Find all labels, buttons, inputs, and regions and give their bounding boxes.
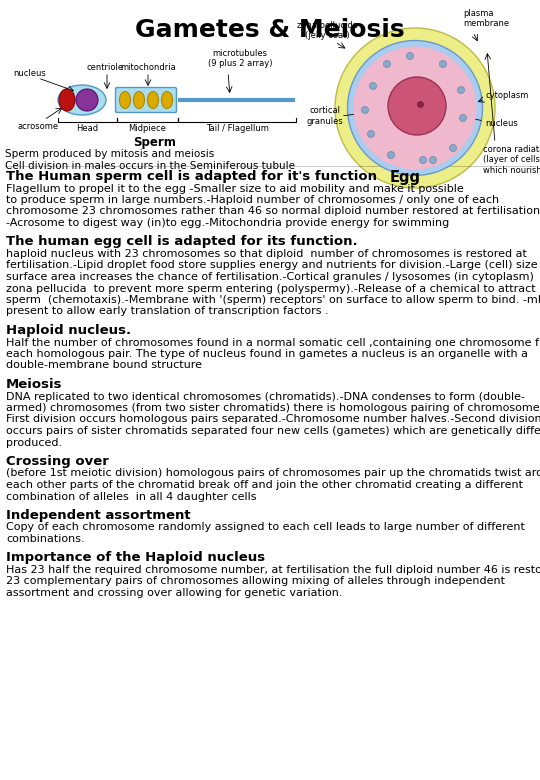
Ellipse shape xyxy=(58,85,106,115)
Text: Haploid nucleus.: Haploid nucleus. xyxy=(6,324,131,337)
Ellipse shape xyxy=(368,130,375,137)
Ellipse shape xyxy=(133,91,145,108)
Text: nucleus: nucleus xyxy=(14,69,46,78)
Text: Gametes & Meiosis: Gametes & Meiosis xyxy=(135,18,405,42)
Ellipse shape xyxy=(354,47,476,169)
Text: nucleus: nucleus xyxy=(485,119,518,127)
Ellipse shape xyxy=(335,28,495,188)
Text: double-membrane bound structure: double-membrane bound structure xyxy=(6,360,202,370)
Ellipse shape xyxy=(161,91,172,108)
Text: Head: Head xyxy=(77,124,99,133)
Text: Egg: Egg xyxy=(390,170,421,185)
Text: cytoplasm: cytoplasm xyxy=(485,91,528,101)
Text: surface area increases the chance of fertilisation.-Cortical granules / lysosome: surface area increases the chance of fer… xyxy=(6,272,540,282)
Text: Midpiece: Midpiece xyxy=(129,124,166,133)
Text: armed) chromosomes (from two sister chromatids) there is homologous pairing of c: armed) chromosomes (from two sister chro… xyxy=(6,403,540,413)
Ellipse shape xyxy=(388,77,446,135)
Text: Half the number of chromosomes found in a normal somatic cell ,containing one ch: Half the number of chromosomes found in … xyxy=(6,338,540,348)
Ellipse shape xyxy=(361,107,368,114)
Ellipse shape xyxy=(407,52,414,59)
Ellipse shape xyxy=(460,115,467,122)
Text: present to allow early translation of transcription factors .: present to allow early translation of tr… xyxy=(6,307,329,317)
Text: to produce sperm in large numbers.-Haploid number of chromosomes / only one of e: to produce sperm in large numbers.-Haplo… xyxy=(6,195,499,205)
Text: DNA replicated to two identical chromosomes (chromatids).-DNA condenses to form : DNA replicated to two identical chromoso… xyxy=(6,392,525,402)
Text: Egg: Egg xyxy=(389,149,411,162)
Text: each homologous pair. The type of nucleus found in gametes a nucleus is an organ: each homologous pair. The type of nucleu… xyxy=(6,349,528,359)
Ellipse shape xyxy=(440,61,447,68)
Ellipse shape xyxy=(429,157,436,164)
Text: occurs pairs of sister chromatids separated four new cells (gametes) which are g: occurs pairs of sister chromatids separa… xyxy=(6,426,540,436)
Text: (before 1st meiotic division) homologous pairs of chromosomes pair up the chroma: (before 1st meiotic division) homologous… xyxy=(6,469,540,478)
Text: zona pellucida
(jelly coat): zona pellucida (jelly coat) xyxy=(296,20,357,40)
Ellipse shape xyxy=(457,87,464,94)
Ellipse shape xyxy=(348,41,483,176)
Text: each other parts of the chromatid break off and join the other chromatid creatin: each other parts of the chromatid break … xyxy=(6,480,523,490)
Text: centriole: centriole xyxy=(86,63,124,72)
Text: microtubules
(9 plus 2 array): microtubules (9 plus 2 array) xyxy=(208,48,272,68)
Text: Sperm produced by mitosis and meiosis: Sperm produced by mitosis and meiosis xyxy=(5,149,214,159)
Text: Flagellum to propel it to the egg -Smaller size to aid mobility and make it poss: Flagellum to propel it to the egg -Small… xyxy=(6,183,464,193)
Text: sperm  (chemotaxis).-Membrane with '(sperm) receptors' on surface to allow sperm: sperm (chemotaxis).-Membrane with '(sper… xyxy=(6,295,540,305)
Text: zona pellucida  to prevent more sperm entering (polyspermy).-Release of a chemic: zona pellucida to prevent more sperm ent… xyxy=(6,283,536,293)
Text: Crossing over: Crossing over xyxy=(6,455,109,468)
Text: fertilisation.-Lipid droplet food store supplies energy and nutrients for divisi: fertilisation.-Lipid droplet food store … xyxy=(6,261,540,271)
Text: The Human sperm cell is adapted for it's function: The Human sperm cell is adapted for it's… xyxy=(6,170,377,183)
Text: combination of alleles  in all 4 daughter cells: combination of alleles in all 4 daughter… xyxy=(6,491,256,502)
Text: 23 complementary pairs of chromosomes allowing mixing of alleles through indepen: 23 complementary pairs of chromosomes al… xyxy=(6,576,505,587)
Text: Tail / Flagellum: Tail / Flagellum xyxy=(206,124,268,133)
Text: acrosome: acrosome xyxy=(17,122,58,131)
Text: combinations.: combinations. xyxy=(6,534,85,544)
Text: Independent assortment: Independent assortment xyxy=(6,509,191,522)
Text: Cell division in males occurs in the Seminiferous tubule: Cell division in males occurs in the Sem… xyxy=(5,161,295,171)
Ellipse shape xyxy=(388,151,395,158)
Ellipse shape xyxy=(147,91,159,108)
Text: produced.: produced. xyxy=(6,438,62,448)
Text: The human egg cell is adapted for its function.: The human egg cell is adapted for its fu… xyxy=(6,236,357,249)
Text: mitochondria: mitochondria xyxy=(120,63,176,72)
Ellipse shape xyxy=(76,89,98,111)
FancyBboxPatch shape xyxy=(116,87,177,112)
Ellipse shape xyxy=(449,144,456,151)
Text: Copy of each chromosome randomly assigned to each cell leads to large number of : Copy of each chromosome randomly assigne… xyxy=(6,523,525,533)
Ellipse shape xyxy=(369,83,376,90)
Text: assortment and crossing over allowing for genetic variation.: assortment and crossing over allowing fo… xyxy=(6,588,342,598)
Text: cortical
granules: cortical granules xyxy=(307,106,343,126)
Text: chromosome 23 chromosomes rather than 46 so normal diploid number restored at fe: chromosome 23 chromosomes rather than 46… xyxy=(6,207,540,217)
Text: Importance of the Haploid nucleus: Importance of the Haploid nucleus xyxy=(6,551,265,565)
Text: Meiosis: Meiosis xyxy=(6,378,63,391)
Ellipse shape xyxy=(119,91,131,108)
Text: First division occurs homologous pairs separated.-Chromosome number halves.-Seco: First division occurs homologous pairs s… xyxy=(6,414,540,424)
Ellipse shape xyxy=(420,157,427,164)
Ellipse shape xyxy=(59,89,75,111)
Text: Sperm: Sperm xyxy=(133,136,177,149)
Text: haploid nucleus with 23 chromosomes so that diploid  number of chromosomes is re: haploid nucleus with 23 chromosomes so t… xyxy=(6,249,527,259)
Text: -Acrosome to digest way (in)to egg.-Mitochondria provide energy for swimming: -Acrosome to digest way (in)to egg.-Mito… xyxy=(6,218,449,228)
Text: corona radiata
(layer of cells
which nourish egg): corona radiata (layer of cells which nou… xyxy=(483,145,540,175)
Ellipse shape xyxy=(383,61,390,68)
Text: Has 23 half the required chromosome number, at fertilisation the full diploid nu: Has 23 half the required chromosome numb… xyxy=(6,565,540,575)
Text: plasma
membrane: plasma membrane xyxy=(463,9,509,28)
